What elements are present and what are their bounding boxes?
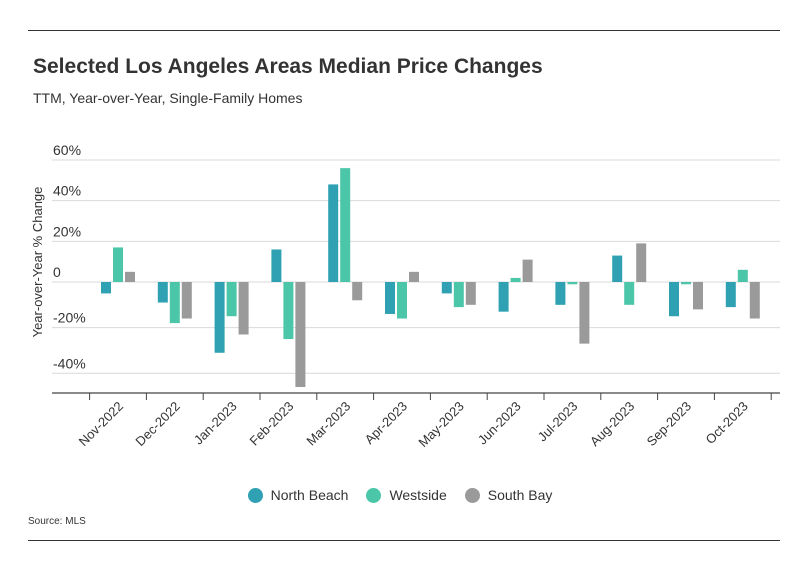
y-tick-label: -40% [53, 355, 86, 371]
x-tick-label: Sep-2023 [644, 399, 694, 449]
bar [612, 255, 623, 282]
bar [510, 277, 521, 282]
top-rule [28, 30, 780, 31]
bar [181, 282, 192, 319]
bar [409, 271, 419, 282]
bar [340, 168, 351, 282]
bar [522, 259, 533, 282]
bar [737, 269, 748, 282]
bar [113, 247, 123, 282]
y-tick-label: 40% [53, 183, 81, 199]
bar [693, 282, 703, 310]
bar [681, 282, 691, 285]
y-tick-label: -20% [53, 310, 86, 326]
bar [226, 282, 237, 317]
x-tick-label: Jun-2023 [475, 399, 524, 448]
legend-label: North Beach [270, 487, 349, 503]
bar [271, 249, 282, 282]
bar [555, 282, 566, 305]
legend-swatch [464, 487, 480, 503]
source-note: Source: MLS [28, 516, 86, 527]
bar [157, 282, 168, 303]
bar [465, 282, 476, 305]
x-tick-label: Mar-2023 [303, 399, 353, 449]
x-tick-label: May-2023 [415, 399, 466, 450]
bar [169, 282, 180, 324]
chart-subtitle: TTM, Year-over-Year, Single-Family Homes [33, 90, 303, 106]
chart-title: Selected Los Angeles Areas Median Price … [33, 55, 543, 78]
bar [567, 282, 578, 285]
legend-label: South Bay [487, 487, 553, 503]
x-tick-label: Nov-2022 [76, 399, 126, 449]
y-tick-label: 20% [53, 223, 81, 239]
y-tick-label: 0 [53, 264, 61, 280]
x-tick-label: Aug-2023 [587, 399, 637, 449]
bar [453, 282, 464, 308]
legend-swatch [366, 487, 382, 503]
legend-item: South Bay [464, 487, 553, 503]
bar [498, 282, 509, 312]
bar [624, 282, 635, 305]
x-tick-label: Dec-2022 [132, 399, 182, 449]
bar [101, 282, 111, 294]
bar [441, 282, 452, 294]
bar [238, 282, 249, 335]
legend-swatch [247, 487, 263, 503]
bar [749, 282, 760, 319]
x-tick-label: Apr-2023 [362, 399, 410, 447]
bar [295, 282, 306, 387]
bar [328, 184, 339, 282]
bar [214, 282, 225, 353]
bar [283, 282, 294, 340]
bar [385, 282, 395, 314]
x-tick-label: Feb-2023 [247, 399, 297, 449]
legend: North Beach Westside South Bay [0, 487, 800, 503]
legend-label: Westside [389, 487, 447, 503]
legend-item: Westside [366, 487, 447, 503]
x-tick-label: Oct-2023 [702, 399, 750, 447]
legend-item: North Beach [247, 487, 349, 503]
x-tick-label: Jan-2023 [191, 399, 240, 448]
bar [397, 282, 407, 319]
bar-chart: 60% 40% 20% 0 -20% -40% Year-over-Year % Chang… [30, 142, 780, 450]
bar [579, 282, 590, 344]
bar [352, 282, 363, 301]
bar [636, 243, 647, 282]
bar [725, 282, 736, 308]
y-tick-label: 60% [53, 142, 81, 158]
bar [125, 271, 135, 282]
y-axis-label: Year-over-Year % Change [30, 187, 45, 338]
bar [669, 282, 679, 317]
bottom-rule [28, 540, 780, 541]
x-tick-label: Jul-2023 [535, 399, 581, 445]
